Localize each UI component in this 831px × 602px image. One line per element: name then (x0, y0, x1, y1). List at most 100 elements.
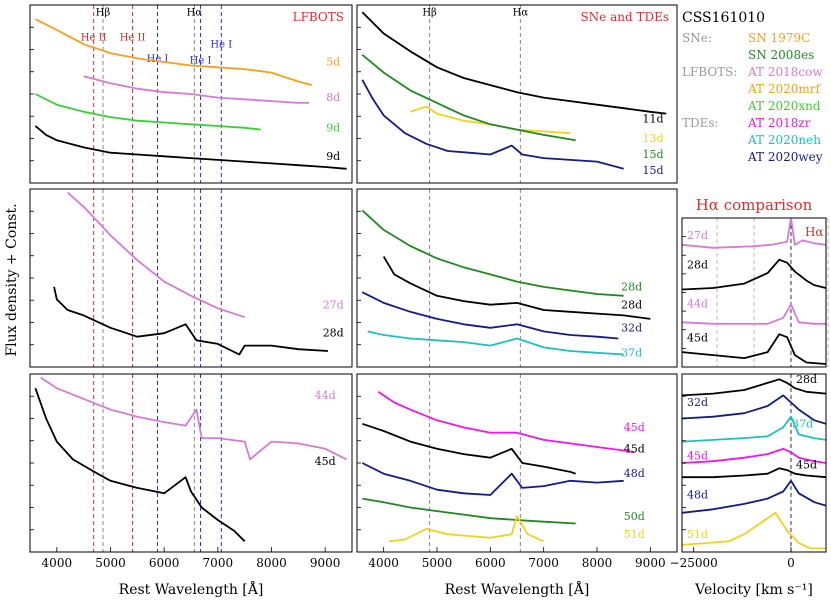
panel-bot-mid: 45d 45d 48d 50d 51d 4000 5000 6000 7000 8000 9000 R… (356, 373, 678, 598)
series-top-left-2 (34, 93, 261, 131)
series-label-top-mid-0: 11d (642, 112, 663, 125)
series-label-bot-mid-4: 51d (624, 528, 645, 541)
panel-mid-right: 27d 28d 44d 45d Hα comparison Hα (681, 196, 829, 368)
vline-label-top-left-1: Hβ (96, 8, 111, 19)
series-label-bot-mid-1: 45d (624, 442, 645, 455)
panel-bot-left: 44d 45d 4000 5000 6000 7000 8000 9000 Rest Wavel… (29, 373, 353, 598)
xtick-label-bot-mid-1: 5000 (422, 556, 453, 570)
annotation-mid-right: Hα (805, 225, 824, 239)
series-top-mid-3 (361, 79, 624, 170)
series-label-bot-mid-0: 45d (624, 421, 645, 434)
xlabel-bot-mid: Rest Wavelength [Å] (445, 580, 590, 598)
series-top-left-0 (34, 18, 313, 86)
series-top-mid-1 (410, 105, 571, 135)
legend-item-0-0: SN 1979C (748, 31, 810, 45)
vline-label-top-left-6: He I (210, 40, 232, 51)
xtick-label-bot-mid-2: 6000 (475, 556, 506, 570)
panel-mid-left: 27d 28d (29, 188, 353, 368)
panel-title-top-left: LFBOTS (293, 10, 344, 24)
series-label-bot-right-6: 51d (687, 528, 708, 541)
vline-label-top-left-3: He I (147, 54, 169, 65)
series-label-bot-left-1: 45d (315, 455, 336, 468)
series-label-top-mid-2: 15d (642, 148, 663, 161)
series-mid-mid-2 (361, 291, 619, 340)
series-label-mid-mid-1: 28d (621, 298, 642, 311)
series-top-left-1 (83, 75, 310, 104)
legend-group-1: LFBOTS: (682, 65, 737, 79)
xtick-label-bot-left-0: 4000 (42, 556, 73, 570)
series-label-bot-left-0: 44d (315, 389, 336, 402)
vline-label-top-left-4: Hα (187, 8, 203, 19)
series-mid-right-0 (682, 218, 826, 249)
xtick-label-bot-right-0: −25000 (670, 556, 718, 570)
figure-title: CSS161010 (682, 10, 765, 26)
panel-mid-mid: 28d 28d 32d 37d (356, 188, 678, 368)
series-label-bot-right-4: 45d (796, 458, 817, 471)
series-label-top-left-3: 9d (326, 150, 340, 163)
vline-label-top-left-0: He II (81, 33, 107, 44)
xtick-label-bot-mid-4: 8000 (582, 556, 613, 570)
shared-ylabel: Flux density + Const. (4, 203, 20, 356)
panel-title-mid-right: Hα comparison (696, 196, 813, 214)
legend: SNe: SN 1979C SN 2008es LFBOTS: AT 2018cow AT… (682, 31, 823, 164)
xlabel-bot-right: Velocity [km s⁻¹] (694, 582, 813, 598)
vline-label-top-left-5: He I (190, 56, 212, 67)
series-top-mid-2 (361, 54, 576, 142)
series-label-mid-left-1: 28d (323, 327, 344, 340)
series-bot-right-6 (682, 511, 826, 550)
series-bot-right-1 (682, 394, 826, 425)
series-label-mid-mid-3: 37d (621, 346, 642, 359)
legend-group-0: SNe: (682, 31, 712, 45)
series-bot-right-2 (682, 415, 826, 443)
series-bot-right-0 (682, 378, 826, 397)
series-bot-left-0 (40, 376, 347, 461)
legend-item-2-0: AT 2018zr (747, 116, 811, 130)
vline-label-top-mid-0: Hβ (422, 8, 437, 19)
series-mid-right-3 (682, 333, 826, 365)
xtick-label-bot-left-4: 8000 (256, 556, 287, 570)
legend-item-1-0: AT 2018cow (747, 65, 823, 79)
xtick-label-bot-mid-0: 4000 (368, 556, 399, 570)
legend-item-0-1: SN 2008es (748, 48, 814, 62)
xtick-label-bot-left-2: 6000 (149, 556, 180, 570)
series-label-top-left-2: 9d (326, 121, 340, 134)
xtick-label-bot-left-3: 7000 (203, 556, 234, 570)
series-bot-mid-3 (362, 497, 576, 525)
series-label-mid-right-1: 28d (687, 259, 708, 272)
series-top-left-3 (34, 125, 347, 170)
series-bot-mid-2 (361, 462, 624, 496)
vline-label-top-left-2: He II (120, 33, 146, 44)
legend-item-1-2: AT 2020xnd (747, 99, 821, 113)
xtick-label-bot-left-1: 5000 (95, 556, 126, 570)
frame-top-mid (356, 4, 678, 184)
series-bot-mid-0 (377, 391, 635, 454)
series-label-top-left-0: 5d (326, 56, 340, 69)
series-label-mid-right-2: 44d (687, 297, 708, 310)
xtick-label-bot-mid-5: 9000 (635, 556, 666, 570)
panel-bot-right: 28d 32d 37d 45d 45d 48d 51d −25000 0 Velocity [km… (670, 373, 827, 598)
xtick-label-bot-right-1: 0 (787, 556, 795, 570)
series-mid-mid-1 (382, 256, 651, 320)
series-mid-left-1 (53, 286, 328, 356)
panel-title-top-mid: SNe and TDEs (580, 10, 669, 24)
frame-bot-mid (356, 373, 678, 553)
series-bot-right-4 (682, 467, 826, 479)
series-bot-right-5 (682, 479, 826, 514)
series-bot-mid-4 (388, 515, 545, 543)
xtick-label-bot-left-5: 9000 (310, 556, 341, 570)
series-label-bot-right-5: 48d (687, 489, 708, 502)
series-mid-right-2 (682, 303, 826, 325)
series-bot-mid-1 (362, 422, 576, 475)
series-bot-right-3 (682, 447, 826, 464)
legend-item-2-2: AT 2020wey (747, 150, 823, 164)
series-label-bot-right-1: 32d (687, 396, 708, 409)
series-label-top-mid-3: 15d (642, 164, 663, 177)
series-bot-left-1 (34, 387, 246, 542)
series-label-mid-mid-0: 28d (621, 280, 642, 293)
series-label-mid-left-0: 27d (323, 298, 344, 311)
series-label-mid-mid-2: 32d (621, 321, 642, 334)
frame-mid-mid (356, 188, 678, 368)
